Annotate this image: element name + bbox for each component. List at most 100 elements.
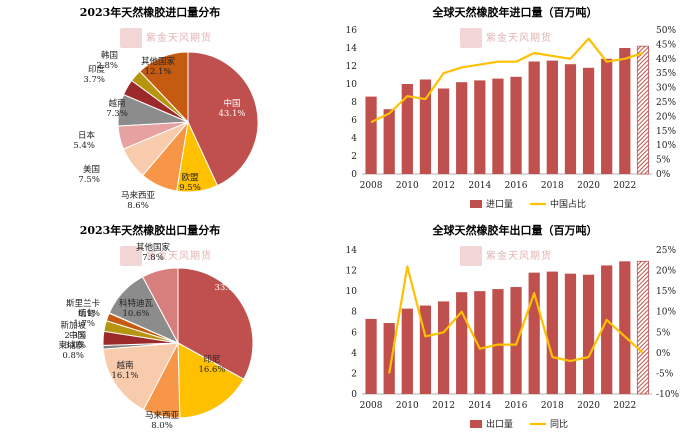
- bar-2017: [528, 272, 540, 394]
- pie-label-value-2: 8.0%: [151, 421, 173, 431]
- y2-tick-label-3: 5%: [656, 328, 671, 338]
- y-tick-label-2: 4: [351, 134, 357, 144]
- x-tick-label-1: 2010: [396, 181, 419, 191]
- pie-label-name-3: 美国: [83, 164, 100, 175]
- bar-2015: [492, 78, 504, 174]
- bar-2011: [419, 305, 432, 394]
- watermark-seal: [460, 246, 482, 266]
- pie-label-value-8: 12.1%: [144, 67, 171, 77]
- bar-2023: [636, 45, 649, 175]
- bar-2020: [582, 274, 595, 394]
- x-tick-label-2: 2012: [432, 401, 455, 411]
- x-tick-label-3: 2014: [468, 401, 491, 411]
- bar-2012: [437, 88, 450, 174]
- pie-label-name-3: 越南: [116, 360, 133, 371]
- bar-2009: [383, 109, 395, 174]
- bar-2013: [456, 82, 468, 174]
- pie-label-value-0: 33.0%: [214, 283, 241, 293]
- x-tick-label-3: 2014: [468, 181, 491, 191]
- watermark-brand-text: 紫金天风期货: [486, 249, 552, 262]
- y2-tick-label-6: 30%: [656, 84, 676, 94]
- y2-tick-label-2: 0%: [656, 349, 671, 359]
- pie-label-value-7: 1.7%: [73, 319, 95, 329]
- x-tick-label-5: 2018: [541, 401, 564, 411]
- y2-tick-label-8: 40%: [656, 55, 676, 65]
- pie-label-value-1: 16.6%: [198, 365, 225, 375]
- watermark-brand-text: 紫金天风期货: [146, 249, 212, 262]
- y-tick-label-0: 0: [351, 390, 357, 400]
- watermark-seal: [120, 28, 142, 48]
- bar-2016: [510, 76, 522, 174]
- pie-label-value-3: 16.1%: [111, 371, 138, 381]
- export-combo-legend: 出口量 同比: [470, 418, 568, 430]
- pie-slice-10: [142, 267, 179, 344]
- x-tick-label-4: 2016: [505, 401, 528, 411]
- pie-slice-3: [102, 342, 179, 411]
- legend-label-bar: 进口量: [486, 199, 513, 210]
- bar-2015: [492, 289, 504, 394]
- pie-label-name-2: 马来西亚: [121, 191, 156, 201]
- y2-tick-label-3: 15%: [656, 127, 676, 137]
- pie-label-value-3: 7.5%: [78, 175, 100, 185]
- x-tick-label-5: 2018: [541, 181, 564, 191]
- bar-2016: [510, 287, 522, 394]
- y-tick-label-4: 8: [351, 98, 357, 108]
- legend-swatch-bar: [470, 420, 482, 428]
- watermark: 紫金天风期货: [120, 28, 211, 48]
- pie-label-name-8: 其他国家: [141, 56, 176, 67]
- pie-label-name-1: 印尼: [203, 354, 220, 365]
- y2-tick-label-7: 25%: [656, 246, 676, 256]
- bar-2010: [401, 84, 413, 174]
- y2-tick-label-10: 50%: [656, 26, 676, 36]
- bar-2023: [636, 260, 649, 395]
- bar-2008: [365, 96, 377, 174]
- pie-label-name-0: 中国: [223, 98, 240, 109]
- pie-label-name-2: 马来西亚: [145, 411, 180, 421]
- y2-tick-label-1: 5%: [656, 156, 671, 166]
- y2-tick-label-2: 10%: [656, 141, 676, 151]
- pie-label-name-9: 科特迪瓦: [119, 298, 154, 309]
- bar-2021: [601, 265, 613, 394]
- pie-label-value-6: 2.3%: [64, 331, 86, 341]
- legend-label-bar: 出口量: [486, 418, 513, 430]
- y-tick-label-5: 10: [346, 287, 358, 297]
- watermark: 紫金天风期货: [460, 246, 552, 266]
- pie-label-name-7: 韩国: [101, 50, 118, 61]
- pie-label-value-5: 7.3%: [106, 109, 128, 119]
- y2-tick-label-5: 15%: [656, 287, 676, 297]
- pie-label-name-4: 日本: [78, 130, 96, 141]
- pie-slice-1: [177, 342, 245, 419]
- bar-2011: [419, 79, 432, 174]
- bar-2018: [546, 60, 558, 174]
- series-line: [388, 265, 644, 374]
- pie-label-name-10: 其他国家: [136, 242, 171, 253]
- y-tick-label-7: 14: [346, 246, 358, 256]
- bar-2010: [401, 308, 413, 394]
- watermark-seal: [460, 28, 482, 48]
- pie-label-name-0: 泰国: [219, 272, 236, 283]
- y-tick-label-0: 0: [351, 170, 357, 180]
- pie-label-value-4: 5.4%: [73, 141, 95, 151]
- pie-label-value-5: 3.0%: [64, 341, 86, 351]
- pie-label-value-0: 43.1%: [218, 109, 245, 119]
- y-tick-label-3: 6: [351, 328, 357, 338]
- bar-2021: [601, 58, 613, 174]
- export-pie-title: 2023年天然橡胶出口量分布: [80, 223, 221, 237]
- export-combo-plot: 0 2 4 6 8 10 12 14 -10% -5% 0% 5% 10% 15% 20% 25% 2008 20…: [346, 246, 680, 411]
- pie-label-name-6: 印度: [88, 64, 106, 75]
- bar-2014: [474, 80, 486, 174]
- pie-slice-0: [187, 51, 259, 187]
- y-tick-label-7: 14: [346, 44, 358, 54]
- y-tick-label-2: 4: [351, 349, 357, 359]
- y2-tick-label-0: -10%: [656, 390, 679, 400]
- pie-label-name-6: 新加坡: [60, 320, 86, 331]
- bar-2017: [528, 61, 540, 174]
- import-combo-title: 全球天然橡胶年进口量（百万吨）: [432, 5, 598, 19]
- bar-2012: [437, 301, 450, 394]
- pie-label-value-9: 10.6%: [122, 309, 149, 319]
- bar-2014: [474, 291, 486, 394]
- pie-label-name-8: 斯里兰卡: [66, 298, 101, 309]
- x-tick-label-2: 2012: [432, 181, 455, 191]
